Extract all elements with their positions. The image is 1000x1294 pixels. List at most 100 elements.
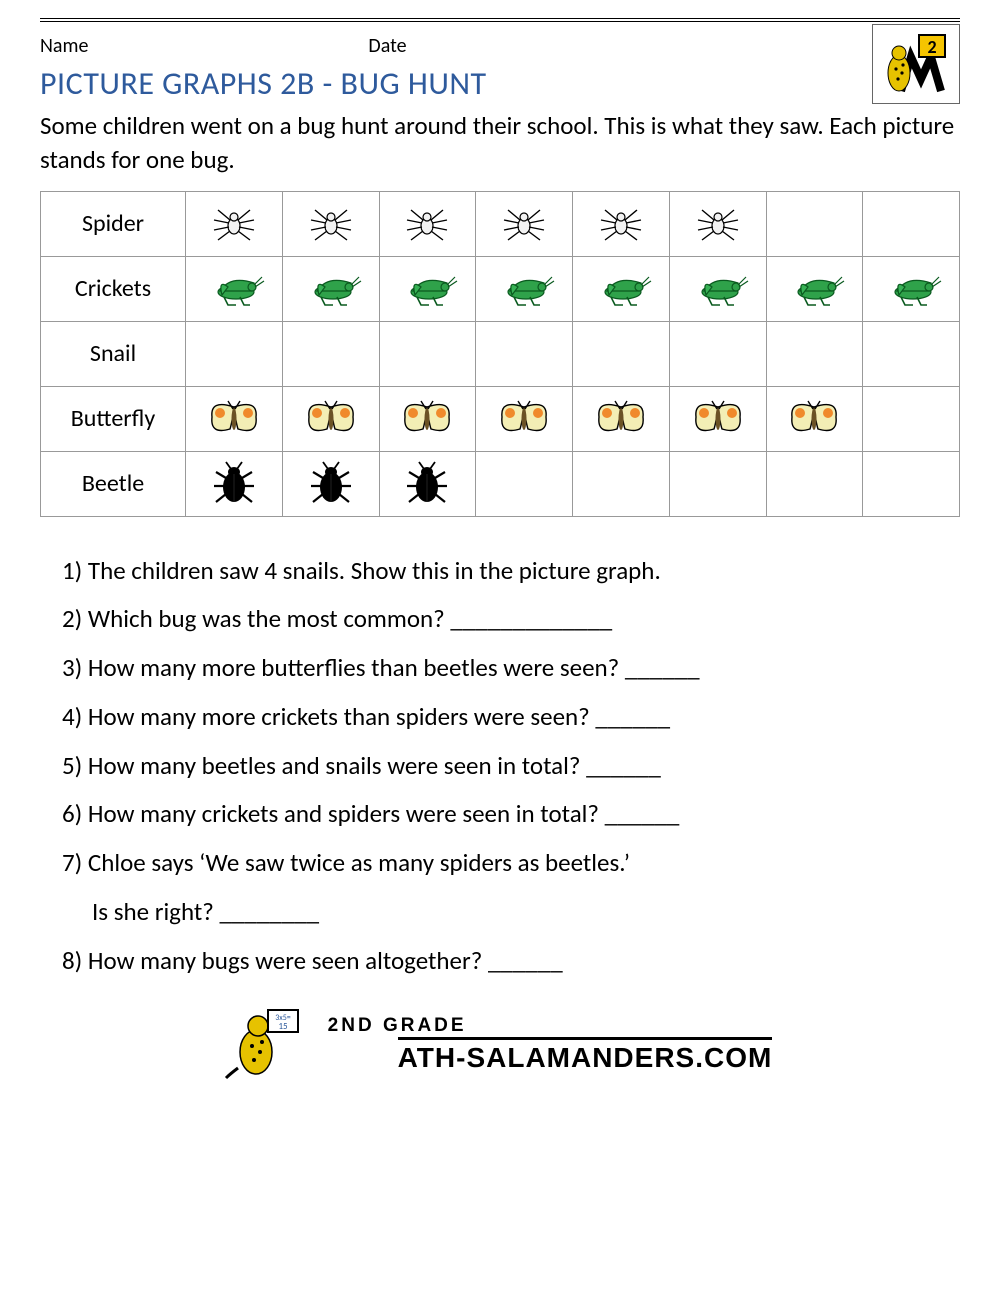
- spider-icon: [300, 199, 362, 249]
- row-label: Beetle: [41, 451, 186, 516]
- question-line: 1) The children saw 4 snails. Show this …: [62, 547, 960, 596]
- table-row: Butterfly: [41, 386, 960, 451]
- svg-text:15: 15: [278, 1021, 288, 1032]
- pictograph-cell: [282, 386, 379, 451]
- pictograph-cell: [476, 321, 573, 386]
- pictograph-cell: [669, 451, 766, 516]
- pictograph-cell: [669, 321, 766, 386]
- question-line: 3) How many more butterflies than beetle…: [62, 644, 960, 693]
- pictograph-cell: [863, 321, 960, 386]
- intro-text: Some children went on a bug hunt around …: [40, 109, 960, 177]
- beetle-icon: [203, 459, 265, 509]
- spider-icon: [203, 199, 265, 249]
- spider-icon: [396, 199, 458, 249]
- pictograph-cell: [282, 256, 379, 321]
- pictograph-cell: [476, 256, 573, 321]
- cricket-icon: [687, 264, 749, 314]
- pictograph-cell: [282, 451, 379, 516]
- cricket-icon: [783, 264, 845, 314]
- row-label: Snail: [41, 321, 186, 386]
- row-label: Butterfly: [41, 386, 186, 451]
- pictograph-cell: [282, 191, 379, 256]
- butterfly-icon: [493, 394, 555, 444]
- pictograph-cell: [186, 451, 283, 516]
- pictograph-cell: [863, 386, 960, 451]
- question-line: 5) How many beetles and snails were seen…: [62, 742, 960, 791]
- pictograph-cell: [766, 256, 863, 321]
- question-line: Is she right? ________: [62, 888, 960, 937]
- butterfly-icon: [203, 394, 265, 444]
- footer-grade-text: 2ND GRADE: [328, 1015, 773, 1037]
- top-rule: [40, 18, 960, 22]
- footer-salamander-icon: 3x5= 15: [218, 1002, 308, 1080]
- pictograph-cell: [766, 321, 863, 386]
- table-row: Snail: [41, 321, 960, 386]
- pictograph-cell: [282, 321, 379, 386]
- pictograph-cell: [863, 451, 960, 516]
- spider-icon: [687, 199, 749, 249]
- pictograph-table: SpiderCricketsSnailButterflyBeetle: [40, 191, 960, 517]
- butterfly-icon: [300, 394, 362, 444]
- name-label: Name: [40, 34, 88, 58]
- footer: 3x5= 15 2ND GRADE ATH-SALAMANDERS.COM: [40, 1015, 960, 1074]
- spider-icon: [590, 199, 652, 249]
- beetle-icon: [300, 459, 362, 509]
- worksheet-title: PICTURE GRAPHS 2B - BUG HUNT: [40, 64, 960, 103]
- pictograph-cell: [186, 191, 283, 256]
- cricket-icon: [493, 264, 555, 314]
- header-row: Name Date 2: [40, 30, 960, 58]
- pictograph-cell: [379, 321, 476, 386]
- pictograph-cell: [476, 191, 573, 256]
- butterfly-icon: [590, 394, 652, 444]
- pictograph-cell: [573, 451, 670, 516]
- pictograph-cell: [863, 191, 960, 256]
- svg-text:2: 2: [927, 36, 936, 58]
- pictograph-cell: [379, 386, 476, 451]
- cricket-icon: [396, 264, 458, 314]
- butterfly-icon: [687, 394, 749, 444]
- pictograph-cell: [379, 191, 476, 256]
- pictograph-cell: [476, 386, 573, 451]
- pictograph-cell: [476, 451, 573, 516]
- table-row: Beetle: [41, 451, 960, 516]
- spider-icon: [493, 199, 555, 249]
- pictograph-cell: [766, 386, 863, 451]
- pictograph-cell: [379, 451, 476, 516]
- questions-list: 1) The children saw 4 snails. Show this …: [40, 547, 960, 986]
- pictograph-cell: [186, 386, 283, 451]
- question-line: 2) Which bug was the most common? ______…: [62, 595, 960, 644]
- name-date-labels: Name Date: [40, 30, 407, 58]
- pictograph-cell: [669, 386, 766, 451]
- pictograph-cell: [766, 191, 863, 256]
- grade-logo-icon: 2: [877, 29, 955, 99]
- pictograph-cell: [766, 451, 863, 516]
- cricket-icon: [300, 264, 362, 314]
- pictograph-cell: [669, 191, 766, 256]
- worksheet-page: Name Date 2 PICTURE GRAPHS 2B - BUG HUNT…: [0, 18, 1000, 1074]
- table-row: Crickets: [41, 256, 960, 321]
- pictograph-cell: [863, 256, 960, 321]
- question-line: 4) How many more crickets than spiders w…: [62, 693, 960, 742]
- pictograph-cell: [186, 256, 283, 321]
- cricket-icon: [880, 264, 942, 314]
- row-label: Crickets: [41, 256, 186, 321]
- question-line: 7) Chloe says ‘We saw twice as many spid…: [62, 839, 960, 888]
- butterfly-icon: [396, 394, 458, 444]
- table-row: Spider: [41, 191, 960, 256]
- grade-logo: 2: [872, 24, 960, 104]
- date-label: Date: [368, 34, 406, 58]
- cricket-icon: [203, 264, 265, 314]
- cricket-icon: [590, 264, 652, 314]
- row-label: Spider: [41, 191, 186, 256]
- pictograph-cell: [379, 256, 476, 321]
- beetle-icon: [396, 459, 458, 509]
- footer-site-text: ATH-SALAMANDERS.COM: [398, 1037, 773, 1074]
- pictograph-cell: [573, 191, 670, 256]
- pictograph-cell: [573, 256, 670, 321]
- pictograph-cell: [573, 321, 670, 386]
- pictograph-cell: [669, 256, 766, 321]
- pictograph-cell: [573, 386, 670, 451]
- pictograph-cell: [186, 321, 283, 386]
- butterfly-icon: [783, 394, 845, 444]
- question-line: 8) How many bugs were seen altogether? _…: [62, 937, 960, 986]
